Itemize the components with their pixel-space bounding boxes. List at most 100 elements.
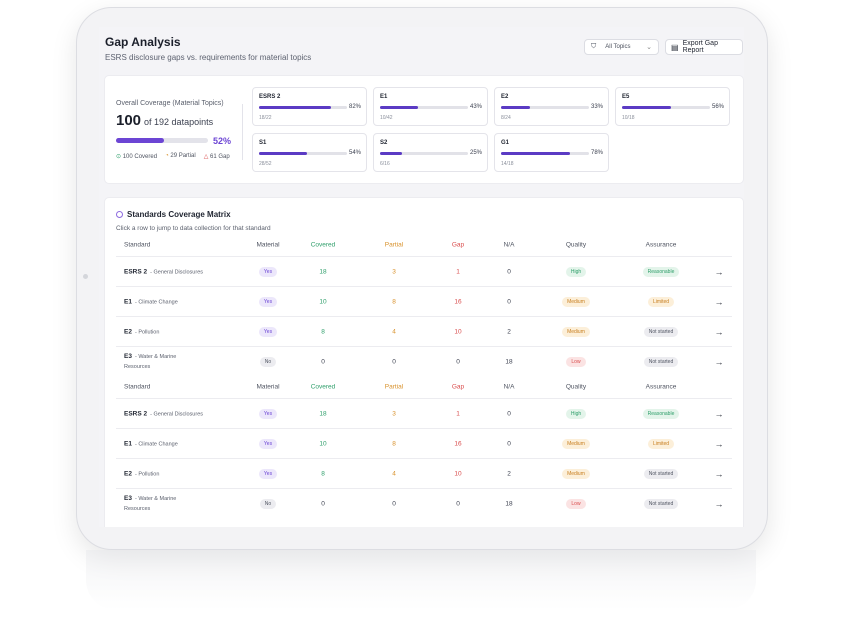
quality-badge: Medium <box>562 297 590 307</box>
matrix-header-row: Standard Material Covered Partial Gap N/A Qual… <box>116 380 732 394</box>
standard-code: E1 <box>124 440 132 448</box>
topic-percent: 25% <box>469 150 482 156</box>
column-header-assurance: Assurance <box>645 383 677 391</box>
topic-progress-bar <box>259 106 347 109</box>
standard-name: - Climate Change <box>134 441 178 448</box>
column-header-assurance: Assurance <box>645 241 677 249</box>
topic-percent: 56% <box>711 104 724 110</box>
gap-cell: 0 <box>456 500 460 508</box>
gap-cell: 16 <box>454 440 462 448</box>
topic-filter-dropdown[interactable]: ⛉ All Topics ⌄ <box>584 39 659 55</box>
column-header-covered: Covered <box>310 383 336 391</box>
topic-card-esrs2[interactable]: ESRS 2 82% 18/22 <box>252 87 367 126</box>
arrow-right-icon[interactable]: → <box>714 267 724 277</box>
arrow-right-icon[interactable]: → <box>714 357 724 367</box>
topic-name: E1 <box>380 94 388 100</box>
material-cell: Yes <box>248 267 288 277</box>
standards-coverage-matrix: Standards Coverage Matrix Click a row to… <box>104 197 744 527</box>
material-cell: No <box>248 499 288 509</box>
topic-percent: 78% <box>590 150 603 156</box>
topic-percent: 54% <box>348 150 361 156</box>
column-header-material: Material <box>256 241 280 249</box>
quality-cell: High <box>546 267 606 277</box>
arrow-right-icon[interactable]: → <box>714 439 724 449</box>
column-header-covered: Covered <box>310 241 336 249</box>
table-row[interactable]: ESRS 2- General Disclosures Yes 18 3 1 0 High R… <box>116 398 732 429</box>
material-badge: Yes <box>258 297 278 307</box>
overall-progress-bar <box>116 138 208 143</box>
arrow-right-icon[interactable]: → <box>714 327 724 337</box>
material-cell: Yes <box>248 297 288 307</box>
topic-name: E2 <box>501 94 509 100</box>
gap-cell: 10 <box>454 470 462 478</box>
arrow-right-icon[interactable]: → <box>714 499 724 509</box>
table-row[interactable]: E1- Climate Change Yes 10 8 16 0 Medium Limited… <box>116 286 732 317</box>
topic-name: S1 <box>259 140 267 146</box>
table-row[interactable]: ESRS 2- General Disclosures Yes 18 3 1 0 High R… <box>116 256 732 287</box>
arrow-right-icon[interactable]: → <box>714 469 724 479</box>
table-row[interactable]: E2- Pollution Yes 8 4 10 2 Medium Not started → <box>116 458 732 489</box>
topic-progress-fill <box>259 152 307 155</box>
material-cell: Yes <box>248 409 288 419</box>
table-row[interactable]: E2- Pollution Yes 8 4 10 2 Medium Not started → <box>116 316 732 347</box>
matrix-header-row: Standard Material Covered Partial Gap N/A Qual… <box>116 238 732 252</box>
standard-code: E2 <box>124 328 132 336</box>
standard-code: E1 <box>124 298 132 306</box>
divider <box>242 104 243 160</box>
topic-card-e5[interactable]: E5 56% 10/18 <box>615 87 730 126</box>
topic-progress-fill <box>259 106 332 109</box>
assurance-badge: Limited <box>647 297 675 307</box>
covered-cell: 8 <box>321 470 325 478</box>
topic-card-e1[interactable]: E1 43% 10/42 <box>373 87 488 126</box>
assurance-cell: Reasonable <box>631 409 691 419</box>
gap-cell: 0 <box>456 358 460 366</box>
topic-progress-fill <box>501 152 570 155</box>
topic-card-s2[interactable]: S2 25% 6/16 <box>373 133 488 172</box>
globe-icon <box>116 211 123 218</box>
partial-cell: 4 <box>392 470 396 478</box>
topic-progress-fill <box>380 152 402 155</box>
na-cell: 18 <box>505 500 513 508</box>
partial-stat-label: 29 Partial <box>170 153 196 159</box>
clock-icon: ◔ <box>165 153 169 159</box>
covered-stat: ⊙ 100 Covered <box>116 153 157 160</box>
topic-count: 10/42 <box>380 115 393 121</box>
quality-badge: High <box>565 409 587 419</box>
filter-label: All Topics <box>605 44 631 50</box>
topic-progress-bar <box>501 106 589 109</box>
material-badge: Yes <box>258 327 278 337</box>
na-cell: 0 <box>507 440 511 448</box>
arrow-right-icon[interactable]: → <box>714 409 724 419</box>
standard-cell: E1- Climate Change <box>124 441 178 448</box>
material-badge: Yes <box>258 409 278 419</box>
material-badge: Yes <box>258 439 278 449</box>
partial-cell: 8 <box>392 298 396 306</box>
export-gap-report-button[interactable]: ▤ Export Gap Report <box>665 39 743 55</box>
assurance-badge: Reasonable <box>642 409 680 419</box>
tablet-reflection <box>86 550 756 610</box>
quality-cell: Medium <box>546 297 606 307</box>
table-row[interactable]: E3- Water & Marine Resources No 0 0 0 18 Low No… <box>116 346 732 377</box>
overall-coverage-label: Overall Coverage (Material Topics) <box>116 100 224 107</box>
assurance-badge: Not started <box>643 327 679 337</box>
assurance-cell: Not started <box>631 357 691 367</box>
standard-cell: E3- Water & Marine Resources <box>124 352 196 372</box>
quality-badge: Medium <box>562 327 590 337</box>
topic-percent: 82% <box>348 104 361 110</box>
topic-progress-bar <box>259 152 347 155</box>
topic-progress-bar <box>622 106 710 109</box>
quality-cell: Low <box>546 499 606 509</box>
standard-cell: E2- Pollution <box>124 329 159 336</box>
arrow-right-icon[interactable]: → <box>714 297 724 307</box>
table-row[interactable]: E1- Climate Change Yes 10 8 16 0 Medium Limited… <box>116 428 732 459</box>
covered-cell: 18 <box>319 410 327 418</box>
quality-cell: Medium <box>546 439 606 449</box>
na-cell: 2 <box>507 328 511 336</box>
topic-card-g1[interactable]: G1 78% 14/18 <box>494 133 609 172</box>
standard-code: E2 <box>124 470 132 478</box>
assurance-cell: Not started <box>631 327 691 337</box>
topic-card-e2[interactable]: E2 33% 8/24 <box>494 87 609 126</box>
matrix-subtitle: Click a row to jump to data collection f… <box>116 225 271 232</box>
table-row[interactable]: E3- Water & Marine Resources No 0 0 0 18 Low No… <box>116 488 732 519</box>
topic-card-s1[interactable]: S1 54% 28/52 <box>252 133 367 172</box>
